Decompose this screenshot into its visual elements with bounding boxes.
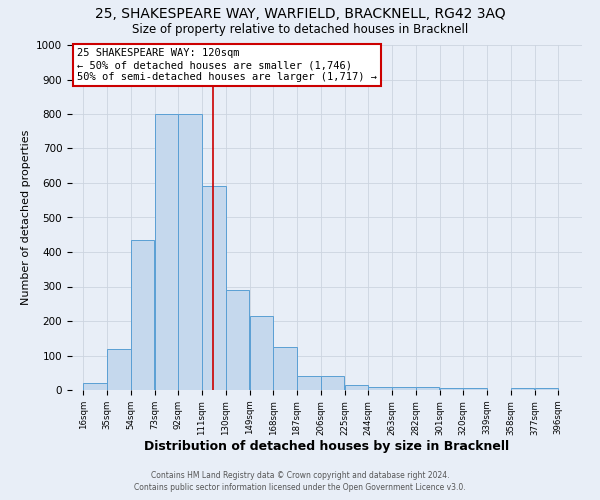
Text: Size of property relative to detached houses in Bracknell: Size of property relative to detached ho… <box>132 22 468 36</box>
Text: Contains HM Land Registry data © Crown copyright and database right 2024.
Contai: Contains HM Land Registry data © Crown c… <box>134 471 466 492</box>
Bar <box>178 114 202 390</box>
Bar <box>250 316 273 390</box>
Bar <box>155 114 178 390</box>
Bar <box>535 388 558 390</box>
Bar <box>416 387 439 390</box>
Bar <box>511 388 535 390</box>
Bar <box>368 386 392 390</box>
Bar <box>226 290 250 390</box>
Bar <box>274 347 297 390</box>
Bar <box>131 240 154 390</box>
Bar <box>297 376 320 390</box>
X-axis label: Distribution of detached houses by size in Bracknell: Distribution of detached houses by size … <box>145 440 509 453</box>
Bar <box>321 376 344 390</box>
Bar <box>202 186 226 390</box>
Bar <box>344 385 368 390</box>
Text: 25, SHAKESPEARE WAY, WARFIELD, BRACKNELL, RG42 3AQ: 25, SHAKESPEARE WAY, WARFIELD, BRACKNELL… <box>95 8 505 22</box>
Bar <box>463 388 487 390</box>
Bar <box>107 348 131 390</box>
Text: 25 SHAKESPEARE WAY: 120sqm
← 50% of detached houses are smaller (1,746)
50% of s: 25 SHAKESPEARE WAY: 120sqm ← 50% of deta… <box>77 48 377 82</box>
Bar <box>83 383 107 390</box>
Bar <box>392 387 416 390</box>
Bar <box>440 388 463 390</box>
Y-axis label: Number of detached properties: Number of detached properties <box>20 130 31 305</box>
